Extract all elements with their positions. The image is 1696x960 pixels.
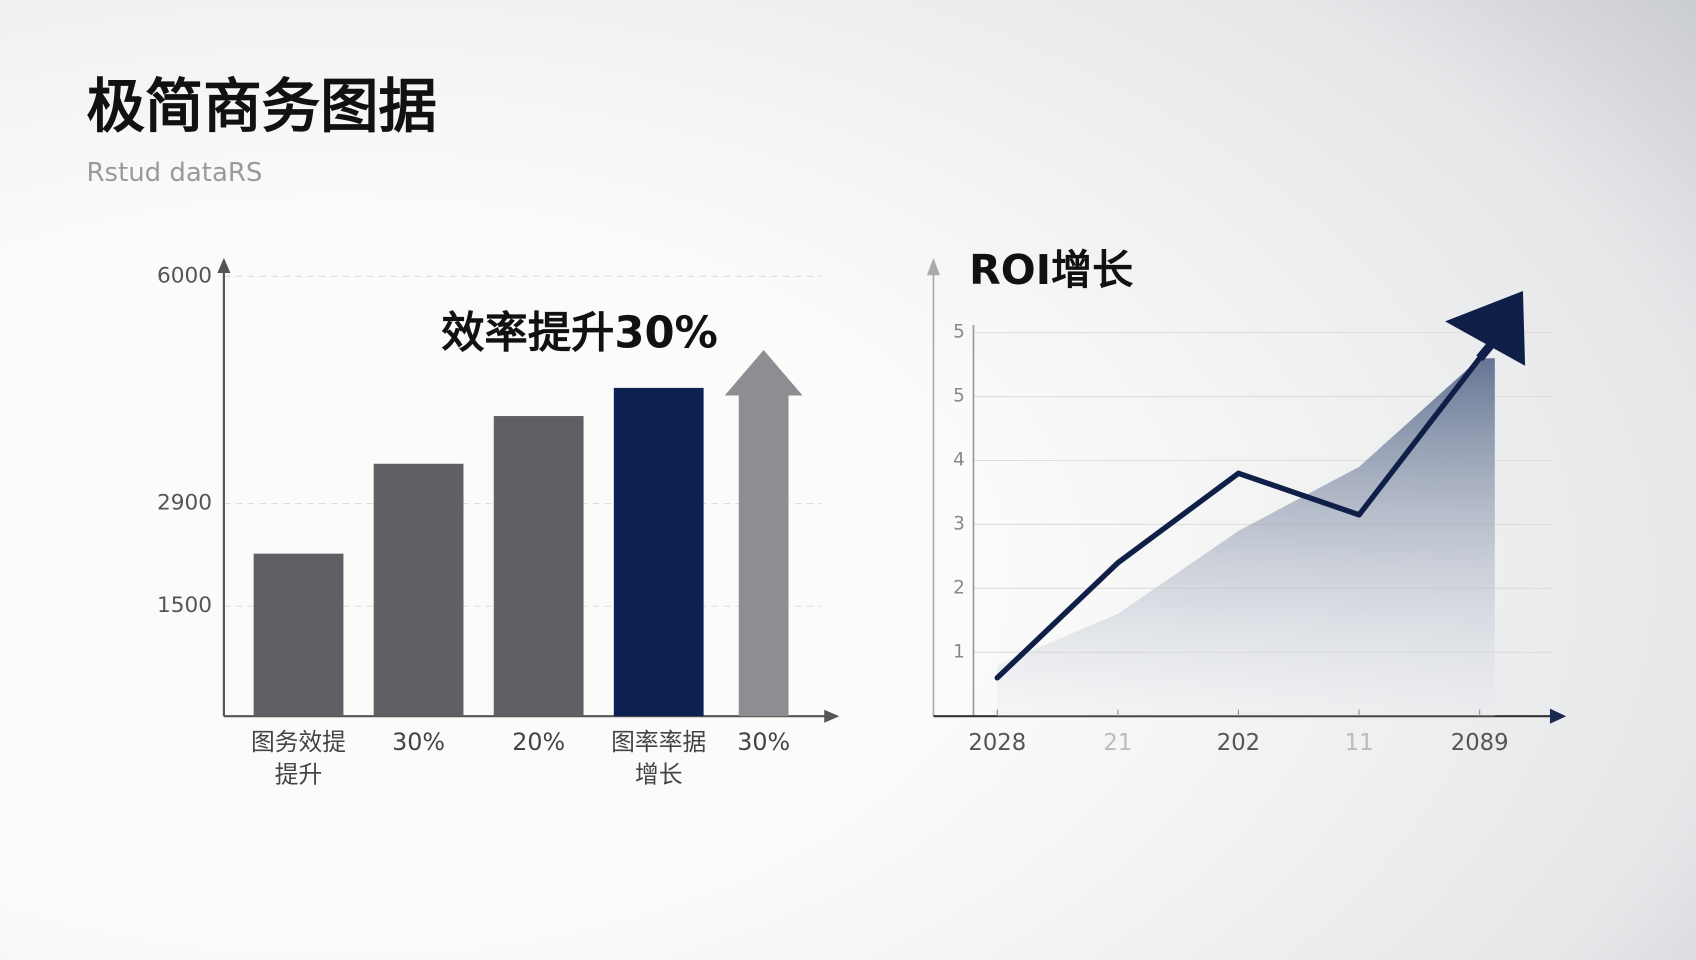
y-axis-arrow (217, 257, 231, 274)
bar (253, 553, 344, 717)
y-tick-label: 5 (953, 386, 965, 407)
y-tick-label: 3 (953, 513, 965, 534)
x-tick-label: 30% (737, 728, 790, 756)
y-tick-label: 1500 (157, 593, 212, 618)
x-tick-label: 20% (512, 728, 565, 756)
x-tick-label: 提升 (275, 760, 323, 788)
x-tick-label: 202 (1217, 730, 1260, 756)
x-tick-label: 2028 (968, 730, 1026, 756)
line (994, 355, 1483, 681)
y-tick-label: 4 (953, 449, 965, 470)
chart-title: ROI增长 (969, 246, 1134, 294)
y-axis-arrow (926, 257, 940, 276)
x-tick-label: 增长 (635, 760, 683, 788)
x-tick-label: 2089 (1451, 730, 1509, 756)
x-tick-label: 21 (1103, 730, 1132, 756)
bar (738, 395, 789, 717)
x-tick-label: 图务效提 (251, 728, 346, 756)
y-tick-label: 2 (953, 577, 965, 598)
y-tick-label: 5 (953, 322, 965, 343)
page-title: 极简商务图据 (87, 73, 437, 141)
bar (613, 387, 704, 717)
y-tick-label: 6000 (157, 263, 212, 288)
bar-arrow-head (724, 350, 803, 396)
x-axis-arrow (824, 709, 840, 723)
annotation: 效率提升30% (441, 308, 718, 358)
x-axis-arrow (1549, 708, 1567, 724)
bar (493, 416, 584, 717)
x-tick-label: 图率率据 (611, 728, 706, 756)
bar (373, 463, 464, 717)
x-tick-label: 30% (392, 728, 445, 756)
y-tick-label: 2900 (157, 491, 212, 516)
area (997, 358, 1495, 717)
arrow-head (1445, 291, 1526, 366)
y-tick-label: 1 (953, 641, 965, 662)
x-tick-label: 11 (1345, 730, 1374, 756)
page-subtitle: Rstud dataRS (87, 158, 263, 188)
